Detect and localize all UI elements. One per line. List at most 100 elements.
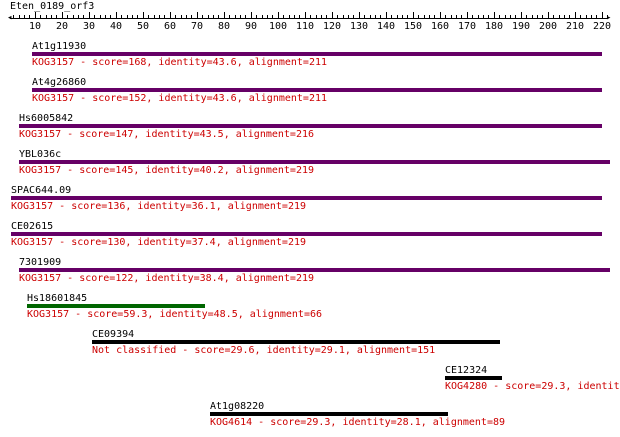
ruler-tick	[602, 12, 603, 19]
ruler-tick	[575, 12, 576, 19]
hit-name[interactable]: YBL036c	[19, 149, 62, 160]
ruler-tick	[429, 15, 430, 19]
ruler-tick	[110, 15, 111, 19]
ruler-tick	[580, 15, 581, 19]
hit-name[interactable]: At4g26860	[32, 77, 87, 88]
ruler-tick	[391, 15, 392, 19]
ruler-tick-label: 20	[55, 21, 69, 32]
ruler-tick-label: 170	[457, 21, 477, 32]
ruler-tick	[73, 15, 74, 19]
ruler-tick-label: 210	[565, 21, 585, 32]
ruler-tick	[262, 15, 263, 19]
ruler-tick	[256, 15, 257, 19]
ruler-tick	[537, 15, 538, 19]
ruler-tick	[78, 15, 79, 19]
ruler-tick	[289, 15, 290, 19]
ruler-tick	[402, 15, 403, 19]
ruler-tick	[456, 15, 457, 19]
ruler-tick	[51, 15, 52, 19]
ruler-tick	[397, 15, 398, 19]
hit-alignment-bar[interactable]	[11, 196, 602, 200]
ruler-tick	[67, 15, 68, 19]
ruler-tick	[553, 15, 554, 19]
hit-alignment-bar[interactable]	[32, 52, 602, 56]
ruler-tick-label: 120	[322, 21, 342, 32]
ruler-tick	[337, 15, 338, 19]
ruler-tick	[364, 15, 365, 19]
ruler-tick	[569, 15, 570, 19]
ruler-tick	[24, 15, 25, 19]
ruler-tick	[202, 15, 203, 19]
ruler-tick	[94, 15, 95, 19]
ruler-tick	[526, 15, 527, 19]
ruler-tick	[451, 15, 452, 19]
ruler-tick	[116, 12, 117, 19]
hit-info: KOG4614 - score=29.3, identity=28.1, ali…	[210, 417, 506, 428]
hit-alignment-bar[interactable]	[445, 376, 502, 380]
hit-name[interactable]: At1g08220	[210, 401, 265, 412]
ruler-tick	[181, 15, 182, 19]
ruler-tick	[559, 15, 560, 19]
ruler-tick	[137, 15, 138, 19]
hit-info: KOG3157 - score=59.3, identity=48.5, ali…	[27, 309, 323, 320]
ruler-tick	[532, 15, 533, 19]
hit-name[interactable]: Hs6005842	[19, 113, 74, 124]
ruler-tick-label: 30	[82, 21, 96, 32]
hit-info: KOG3157 - score=168, identity=43.6, alig…	[32, 57, 328, 68]
ruler-tick	[321, 15, 322, 19]
ruler-tick-label: 150	[403, 21, 423, 32]
ruler-tick	[186, 15, 187, 19]
ruler-tick	[418, 15, 419, 19]
ruler-tick	[235, 15, 236, 19]
ruler-tick	[370, 15, 371, 19]
ruler-tick	[310, 15, 311, 19]
ruler-tick-label: 160	[430, 21, 450, 32]
hit-alignment-bar[interactable]	[19, 160, 610, 164]
ruler-tick	[483, 15, 484, 19]
ruler-tick	[132, 15, 133, 19]
ruler-tick	[505, 15, 506, 19]
ruler-line	[10, 18, 608, 19]
hit-name[interactable]: CE09394	[92, 329, 135, 340]
ruler-tick	[154, 15, 155, 19]
hit-alignment-bar[interactable]	[11, 232, 602, 236]
hit-alignment-bar[interactable]	[92, 340, 500, 344]
hit-name[interactable]: SPAC644.09	[11, 185, 72, 196]
ruler-tick	[494, 12, 495, 19]
hit-name[interactable]: CE02615	[11, 221, 54, 232]
ruler-tick	[359, 12, 360, 19]
hit-info: KOG3157 - score=145, identity=40.2, alig…	[19, 165, 315, 176]
hit-name[interactable]: Hs18601845	[27, 293, 88, 304]
ruler-tick	[478, 15, 479, 19]
ruler-tick	[434, 15, 435, 19]
ruler-tick	[127, 15, 128, 19]
ruler-tick	[121, 15, 122, 19]
hit-name[interactable]: CE12324	[445, 365, 488, 376]
ruler-tick	[272, 15, 273, 19]
ruler-tick	[159, 15, 160, 19]
hit-alignment-bar[interactable]	[19, 124, 602, 128]
ruler-tick	[19, 15, 20, 19]
ruler-tick-label: 70	[190, 21, 204, 32]
ruler-tick	[218, 15, 219, 19]
hit-alignment-bar[interactable]	[19, 268, 610, 272]
hit-info: KOG4280 - score=29.3, identit	[445, 381, 620, 392]
hit-alignment-bar[interactable]	[32, 88, 602, 92]
ruler-tick	[510, 15, 511, 19]
ruler-tick	[105, 15, 106, 19]
ruler-tick	[467, 12, 468, 19]
ruler-tick	[251, 12, 252, 19]
ruler-tick	[499, 15, 500, 19]
ruler-tick-label: 10	[28, 21, 42, 32]
ruler-tick	[424, 15, 425, 19]
hit-alignment-bar[interactable]	[210, 412, 448, 416]
hit-name[interactable]: 7301909	[19, 257, 62, 268]
hit-info: KOG3157 - score=147, identity=43.5, alig…	[19, 129, 315, 140]
ruler-tick	[240, 15, 241, 19]
hit-alignment-bar[interactable]	[27, 304, 205, 308]
ruler-tick	[515, 15, 516, 19]
hit-name[interactable]: At1g11930	[32, 41, 87, 52]
ruler-tick	[83, 15, 84, 19]
ruler-tick	[40, 15, 41, 19]
